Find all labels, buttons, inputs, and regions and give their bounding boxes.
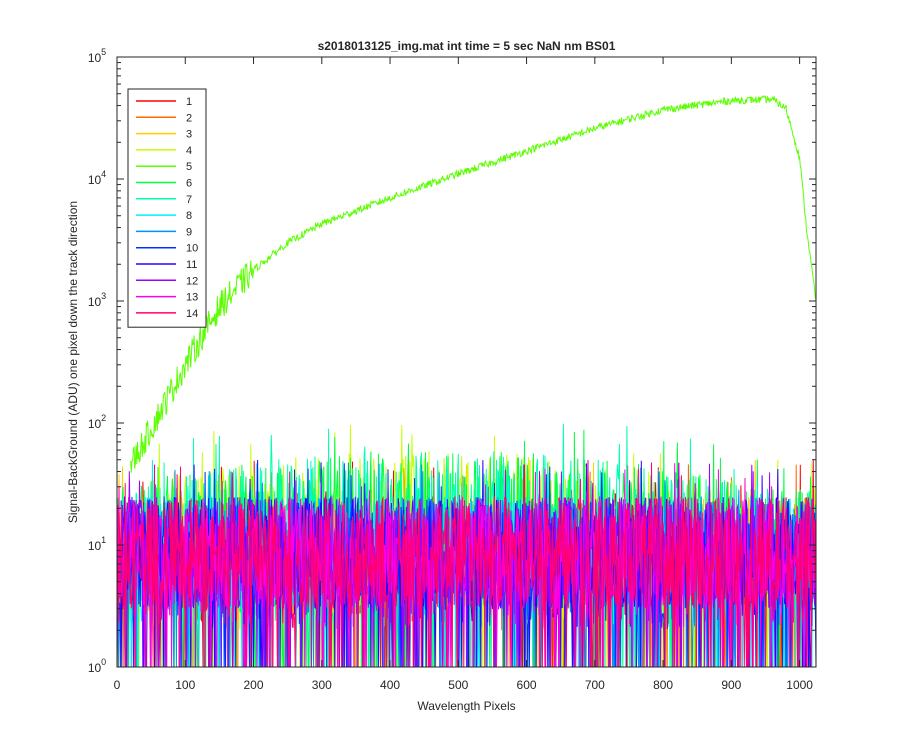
plot-frame	[116, 56, 817, 668]
legend-label-12: 12	[186, 275, 198, 287]
y-tick-label: 104	[88, 169, 106, 187]
x-tick-label: 200	[244, 678, 264, 692]
series-line-5	[130, 95, 817, 473]
chart-title: s2018013125_img.mat int time = 5 sec NaN…	[318, 39, 616, 53]
legend-label-1: 1	[186, 96, 192, 108]
ticks-group: 0 100 200 300 400 500 600 700 800 900 100010010110…	[88, 47, 816, 692]
legend-label-5: 5	[186, 161, 192, 173]
y-tick-label: 105	[88, 47, 106, 65]
x-tick-label: 300	[312, 678, 332, 692]
legend-label-7: 7	[186, 194, 192, 206]
legend-label-2: 2	[186, 112, 192, 124]
legend-label-4: 4	[186, 145, 192, 157]
x-tick-label: 400	[380, 678, 400, 692]
series-group	[116, 95, 817, 668]
y-tick-label: 100	[88, 657, 106, 675]
legend-label-14: 14	[186, 308, 198, 320]
x-tick-label: 900	[721, 678, 741, 692]
legend-label-6: 6	[186, 178, 192, 190]
y-axis-label: Signal-BackGround (ADU) one pixel down t…	[66, 201, 80, 523]
x-tick-label: 1000	[786, 678, 813, 692]
y-tick-label: 101	[88, 535, 106, 553]
x-tick-label: 0	[114, 678, 121, 692]
x-tick-label: 500	[448, 678, 468, 692]
y-tick-label: 102	[88, 413, 106, 431]
x-tick-label: 600	[517, 678, 537, 692]
x-axis-label: Wavelength Pixels	[417, 699, 515, 713]
x-tick-label: 100	[175, 678, 195, 692]
legend-label-8: 8	[186, 210, 192, 222]
y-tick-label: 103	[88, 291, 106, 309]
legend-box	[127, 88, 207, 328]
legend-label-11: 11	[186, 259, 197, 271]
legend-label-9: 9	[186, 226, 192, 238]
x-tick-label: 700	[585, 678, 605, 692]
legend-label-13: 13	[186, 292, 198, 304]
legend-label-10: 10	[186, 243, 198, 255]
series-line-14	[116, 459, 817, 668]
x-tick-label: 800	[653, 678, 673, 692]
legend-label-3: 3	[186, 129, 192, 141]
